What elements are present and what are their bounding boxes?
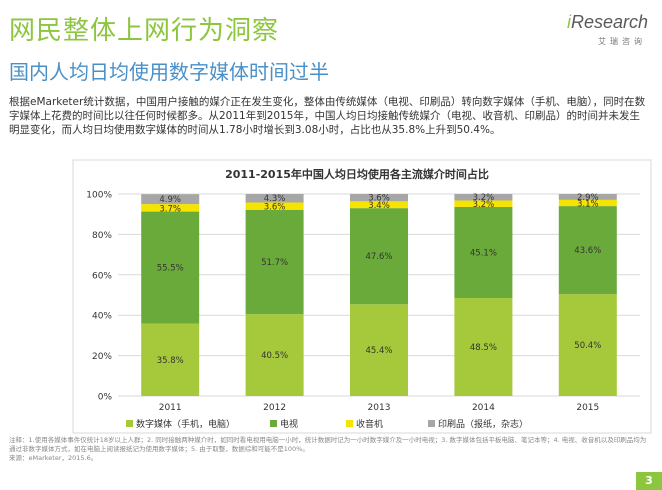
- legend-swatch: [428, 420, 435, 427]
- bar-segment: [454, 200, 513, 207]
- source-text: 来源：eMarketer，2015.6。: [9, 454, 98, 462]
- bar-segment: [141, 211, 200, 324]
- data-label: 51.7%: [261, 258, 288, 268]
- bar-segment: [558, 206, 617, 295]
- bar-segment: [141, 204, 200, 212]
- data-label: 4.3%: [264, 194, 286, 204]
- bar-segment: [350, 194, 408, 202]
- data-label: 45.1%: [470, 248, 497, 258]
- x-tick-label: 2013: [368, 403, 391, 413]
- data-label: 4.9%: [159, 195, 181, 205]
- bar-segment: [454, 298, 513, 396]
- data-label: 50.4%: [574, 341, 601, 351]
- data-label: 3.7%: [159, 204, 181, 214]
- legend-label: 电视: [280, 418, 298, 430]
- y-tick-label: 60%: [92, 271, 112, 281]
- bar-segment: [350, 208, 408, 305]
- bar-segment: [245, 202, 304, 210]
- y-tick-label: 40%: [92, 312, 112, 322]
- bar-segment: [558, 194, 617, 200]
- data-label: 3.6%: [264, 203, 286, 213]
- bar-segment: [350, 304, 408, 396]
- y-tick-label: 20%: [92, 352, 112, 362]
- bar-segment: [454, 194, 513, 201]
- data-label: 40.5%: [261, 351, 288, 361]
- data-label: 3.2%: [473, 200, 495, 210]
- data-label: 3.4%: [368, 201, 390, 211]
- y-tick-label: 100%: [86, 191, 112, 201]
- bar-segment: [141, 323, 200, 396]
- x-tick-label: 2014: [472, 403, 495, 413]
- bar-segment: [245, 194, 304, 203]
- intro-paragraph: 根据eMarketer统计数据，中国用户接触的媒介正在发生变化，整体由传统媒体（…: [9, 96, 646, 136]
- data-label: 3.6%: [368, 194, 390, 204]
- y-tick-label: 0%: [98, 393, 113, 403]
- bar-segment: [141, 194, 200, 205]
- legend-label: 印刷品（报纸，杂志）: [438, 418, 528, 430]
- legend-label: 收音机: [356, 418, 383, 430]
- logo-cn: 艾瑞咨询: [598, 37, 646, 46]
- legend-label: 数字媒体（手机，电脑）: [136, 418, 235, 430]
- page-subtitle: 国内人均日均使用数字媒体时间过半: [9, 60, 329, 84]
- data-label: 48.5%: [470, 343, 497, 353]
- data-label: 45.4%: [365, 346, 392, 356]
- legend-swatch: [346, 420, 353, 427]
- data-label: 3.2%: [473, 193, 495, 203]
- footnote: 注释：1.使用各媒体事件仅统计18岁以上人群；2. 同时接触两种媒介时，如同时看…: [9, 436, 649, 463]
- data-label: 3.1%: [577, 199, 599, 209]
- data-label: 2.9%: [577, 193, 599, 203]
- data-label: 43.6%: [574, 246, 601, 256]
- data-label: 47.6%: [365, 252, 392, 262]
- legend-swatch: [126, 420, 133, 427]
- bar-segment: [454, 206, 513, 299]
- x-tick-label: 2015: [576, 403, 599, 413]
- legend-swatch: [270, 420, 277, 427]
- x-tick-label: 2012: [263, 403, 286, 413]
- bar-segment: [245, 314, 304, 396]
- y-tick-label: 80%: [92, 231, 112, 241]
- logo-brand: iResearch: [566, 12, 648, 32]
- page-title: 网民整体上网行为洞察: [9, 16, 280, 46]
- data-label: 55.5%: [157, 264, 184, 274]
- bar-segment: [558, 294, 617, 396]
- data-label: 35.8%: [157, 356, 184, 366]
- bar-segment: [350, 201, 408, 209]
- footnote-text: 注释：1.使用各媒体事件仅统计18岁以上人群；2. 同时接触两种媒介时，如同时看…: [9, 436, 647, 453]
- x-tick-label: 2011: [159, 403, 182, 413]
- iresearch-logo: iResearch 艾瑞咨询: [558, 12, 648, 52]
- bar-segment: [558, 199, 617, 207]
- page-number: 3: [636, 472, 662, 490]
- bar-segment: [245, 209, 304, 315]
- chart-title: 2011-2015年中国人均日均使用各主流媒介时间占比: [225, 167, 489, 181]
